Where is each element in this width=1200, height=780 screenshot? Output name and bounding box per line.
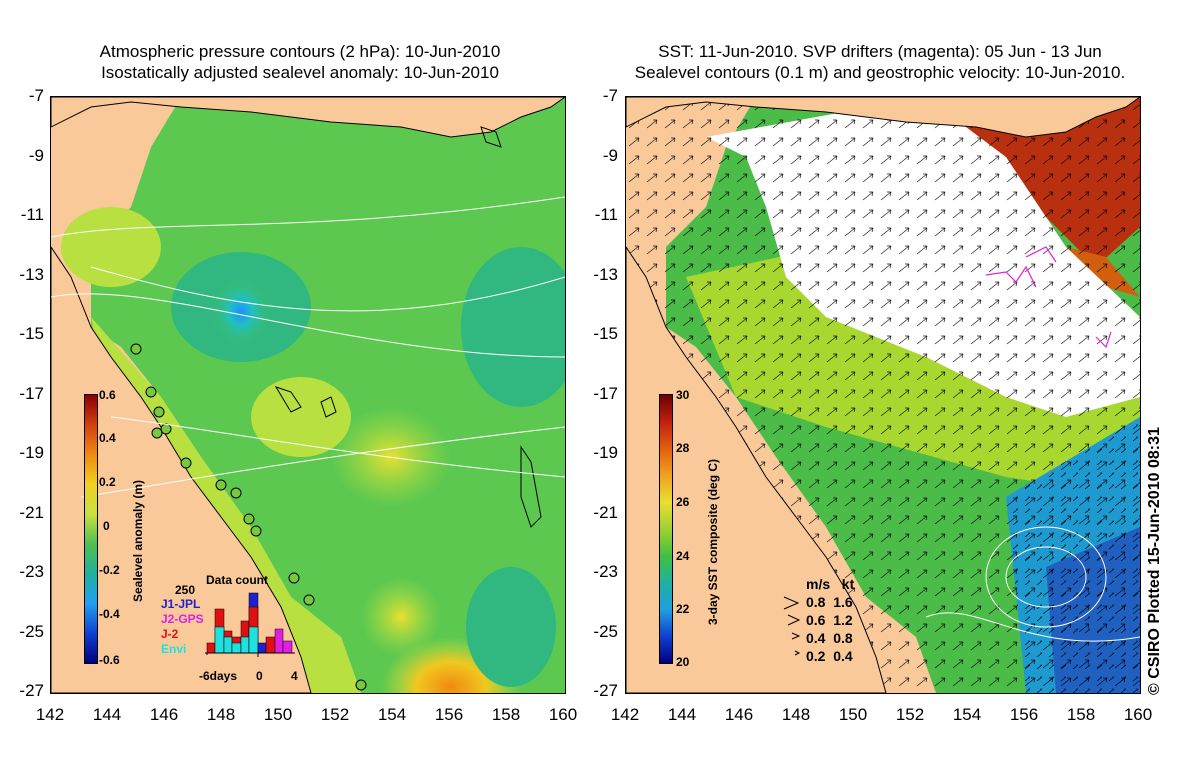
right-lon-tick: 144	[667, 705, 697, 724]
left-lat-tick: -19	[19, 443, 44, 462]
new-guinea-land	[51, 97, 565, 138]
right-lon-tick: 156	[1009, 705, 1039, 724]
right-title-line2: Sealevel contours (0.1 m) and geostrophi…	[634, 63, 1126, 82]
sl-tick-1: 0.4	[99, 431, 116, 445]
australia-land	[51, 246, 312, 693]
left-lon-tick: 154	[377, 705, 407, 724]
right-map-panel: 30 28 26 24 22 20 3-day SST composite (d…	[625, 96, 1141, 694]
right-lat-tick: -19	[593, 443, 618, 462]
vector-legend-row-2: 0.4 0.8	[806, 630, 853, 646]
sst-tick-0: 30	[676, 388, 690, 402]
vector-legend-header: m/s kt	[806, 576, 855, 592]
right-lat-tick: -15	[593, 324, 618, 343]
right-lat-tick: -21	[593, 503, 618, 522]
left-lon-tick: 158	[491, 705, 521, 724]
left-lat-tick: -15	[19, 324, 44, 343]
data-count-histogram	[205, 592, 295, 657]
sl-tick-5: -0.4	[99, 607, 120, 621]
left-lat-tick: -25	[19, 622, 44, 641]
left-lat-tick: -23	[19, 562, 44, 581]
sl-tick-6: -0.6	[99, 653, 120, 667]
sealevel-colorbar-label: Sealevel anomaly (m)	[131, 479, 145, 602]
legend-series-envi: Envi	[161, 642, 187, 656]
drifter-tracks	[985, 246, 1112, 349]
hist-axis-label-start: -6days	[199, 669, 238, 683]
vector-legend-arrows	[783, 596, 801, 656]
right-lat-tick: -11	[594, 205, 618, 224]
left-lat-tick: -9	[28, 146, 44, 165]
left-title-line2: Isostatically adjusted sealevel anomaly:…	[101, 63, 499, 82]
left-lon-tick: 150	[263, 705, 293, 724]
left-lon-tick: 152	[320, 705, 350, 724]
left-map	[51, 97, 565, 693]
right-lon-tick: 142	[610, 705, 640, 724]
right-lat-tick: -9	[602, 146, 618, 165]
right-lon-tick: 154	[952, 705, 982, 724]
left-lon-tick: 160	[548, 705, 578, 724]
sl-tick-3: 0	[103, 519, 110, 533]
left-lon-tick: 148	[206, 705, 236, 724]
right-lon-tick: 152	[895, 705, 925, 724]
right-lon-tick: 150	[838, 705, 868, 724]
left-lat-tick: -13	[19, 265, 44, 284]
sl-tick-0: 0.6	[99, 388, 116, 402]
sst-tick-4: 22	[676, 602, 690, 616]
right-lon-tick: 158	[1066, 705, 1096, 724]
right-lat-tick: -25	[593, 622, 618, 641]
left-map-panel: 0.6 0.4 0.2 0 -0.2 -0.4 -0.6 Sealevel an…	[50, 96, 566, 694]
sealevel-colorbar	[84, 394, 98, 664]
left-lat-tick: -21	[19, 503, 44, 522]
right-lon-tick: 146	[724, 705, 754, 724]
data-count-title: Data count	[206, 573, 269, 587]
sst-colorbar	[659, 394, 673, 664]
right-lat-tick: -13	[593, 265, 618, 284]
sl-tick-2: 0.2	[99, 475, 116, 489]
right-lat-tick: -7	[602, 86, 618, 105]
left-lat-tick: -11	[20, 205, 44, 224]
right-lon-tick: 160	[1123, 705, 1153, 724]
sl-tick-4: -0.2	[99, 563, 120, 577]
left-lat-tick: -7	[28, 86, 44, 105]
left-lon-tick: 156	[434, 705, 464, 724]
vector-legend-row-0: 0.8 1.6	[806, 594, 853, 610]
sst-tick-5: 20	[676, 655, 690, 669]
legend-series-j-2: J-2	[161, 627, 179, 641]
left-lat-tick: -27	[19, 681, 44, 700]
right-lon-tick: 148	[781, 705, 811, 724]
copyright-text: © CSIRO Plotted 15-Jun-2010 08:31	[1146, 427, 1163, 695]
vector-legend-row-1: 0.6 1.2	[806, 612, 853, 628]
hist-axis-label-zero: 0	[256, 669, 263, 683]
right-lat-tick: -17	[593, 384, 618, 403]
left-lon-tick: 144	[92, 705, 122, 724]
hist-axis-label-end: 4	[291, 669, 298, 683]
left-title-line1: Atmospheric pressure contours (2 hPa): 1…	[99, 42, 501, 61]
right-title-line1: SST: 11-Jun-2010. SVP drifters (magenta)…	[658, 42, 1102, 61]
left-lon-tick: 142	[35, 705, 65, 724]
sst-tick-2: 26	[676, 495, 690, 509]
sst-tick-3: 24	[676, 549, 690, 563]
left-lat-tick: -17	[19, 384, 44, 403]
legend-series-j2-gps: J2-GPS	[161, 612, 204, 626]
sst-colorbar-label: 3-day SST composite (deg C)	[706, 458, 720, 625]
sst-tick-1: 28	[676, 441, 690, 455]
right-lat-tick: -27	[593, 681, 618, 700]
right-lat-tick: -23	[593, 562, 618, 581]
left-lon-tick: 146	[149, 705, 179, 724]
legend-series-j1-jpl: J1-JPL	[161, 597, 201, 611]
data-count-value: 250	[175, 583, 196, 597]
right-map	[626, 97, 1140, 693]
vector-legend-row-3: 0.2 0.4	[806, 648, 853, 664]
